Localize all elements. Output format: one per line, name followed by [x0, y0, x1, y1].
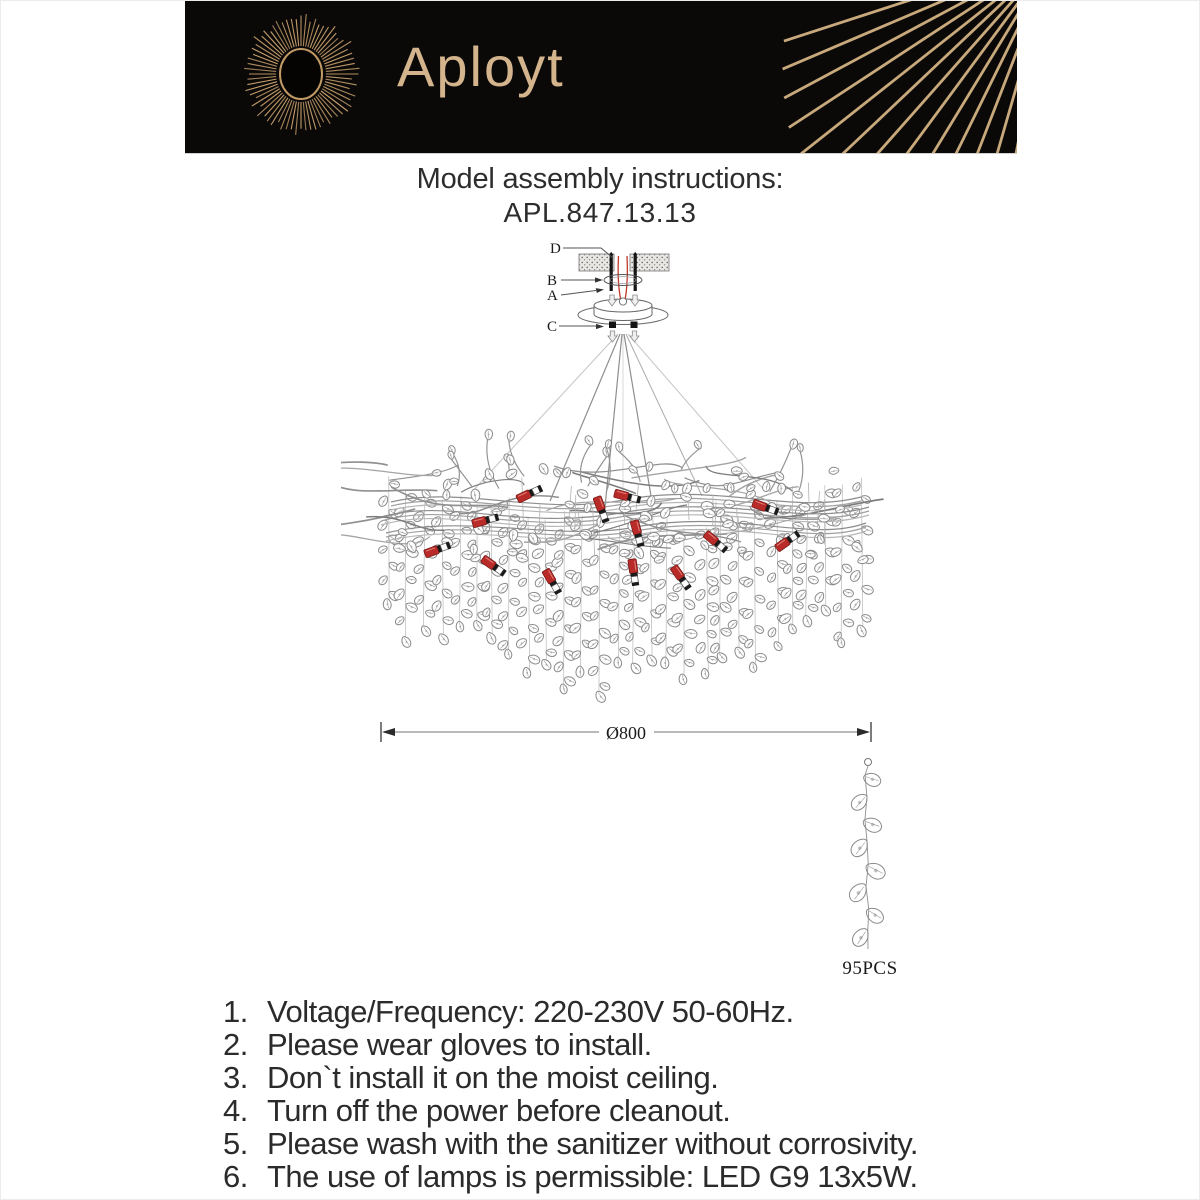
sunburst-center: [279, 48, 323, 100]
lock-nut: [630, 321, 638, 328]
part-label-a: A: [547, 288, 558, 304]
assembly-diagram: D B A C Ø800 95PCS: [341, 241, 897, 979]
banner-art: [244, 1, 1017, 153]
brand-wordmark: Aployt: [397, 35, 565, 98]
dimension-line: Ø800: [380, 722, 872, 743]
strand-count-label: 95PCS: [842, 958, 897, 979]
instruction-item: 4. Turn off the power before cleanout.: [223, 1094, 918, 1127]
instruction-text: Voltage/Frequency: 220-230V 50-60Hz.: [267, 994, 794, 1029]
corner-rays-icon: [782, 1, 1017, 153]
power-wire: [617, 255, 623, 304]
instruction-text: Please wear gloves to install.: [267, 1027, 652, 1062]
anchor-bolt-left: [609, 251, 614, 255]
instruction-number: 3.: [223, 1060, 248, 1095]
ceiling-mount-diagram: [559, 247, 670, 343]
instruction-number: 5.: [223, 1126, 248, 1161]
mounting-ring: [603, 274, 643, 286]
sunburst-logo-icon: [244, 13, 360, 135]
page-title: Model assembly instructions:: [416, 163, 784, 195]
part-label-b: B: [547, 273, 557, 289]
power-wire: [623, 255, 628, 304]
crystal-strand-detail: [849, 758, 886, 950]
model-number: APL.847.13.13: [503, 197, 697, 228]
instruction-text: Please wash with the sanitizer without c…: [267, 1126, 919, 1161]
instruction-number: 1.: [223, 994, 248, 1029]
instruction-number: 2.: [223, 1027, 248, 1062]
dimension-label: Ø800: [606, 723, 646, 743]
part-label-d: D: [550, 241, 561, 257]
instruction-number: 4.: [223, 1093, 248, 1128]
instruction-number: 6.: [223, 1159, 248, 1194]
brand-banner: Aployt: [185, 1, 1017, 153]
instruction-item: 6. The use of lamps is permissible: LED …: [223, 1160, 918, 1193]
title-block: Model assembly instructions: APL.847.13.…: [1, 162, 1199, 229]
instruction-item: 3. Don`t install it on the moist ceiling…: [223, 1061, 918, 1094]
chandelier-illustration: [341, 428, 884, 703]
instruction-item: 2. Please wear gloves to install.: [223, 1028, 918, 1061]
lock-nut: [609, 321, 616, 328]
instruction-text: Don`t install it on the moist ceiling.: [267, 1060, 719, 1095]
instruction-text: Turn off the power before cleanout.: [267, 1093, 731, 1128]
instruction-item: 5. Please wash with the sanitizer withou…: [223, 1126, 919, 1161]
instruction-list: 1. Voltage/Frequency: 220-230V 50-60Hz. …: [223, 995, 919, 1193]
anchor-bolt-right: [633, 251, 638, 255]
direction-arrows: [606, 294, 641, 343]
instruction-text: The use of lamps is permissible: LED G9 …: [267, 1159, 918, 1194]
part-label-c: C: [547, 319, 557, 335]
instruction-item: 1. Voltage/Frequency: 220-230V 50-60Hz.: [223, 995, 918, 1028]
suspension-cables: [470, 333, 766, 509]
